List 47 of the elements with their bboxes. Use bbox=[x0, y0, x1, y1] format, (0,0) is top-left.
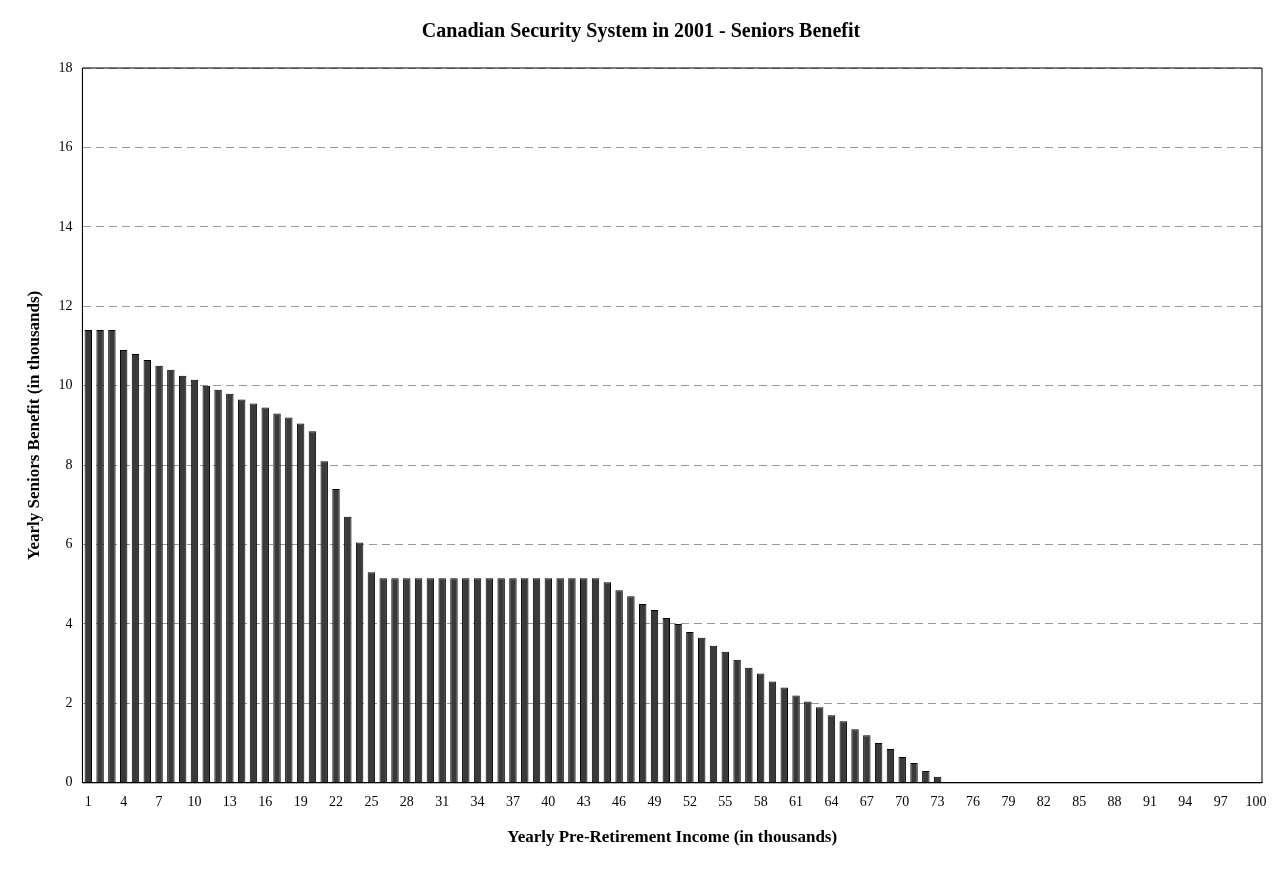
x-tick-label: 52 bbox=[682, 793, 697, 809]
x-tick-label: 4 bbox=[120, 793, 128, 809]
x-tick-label: 55 bbox=[718, 793, 733, 809]
x-tick-label: 28 bbox=[399, 793, 414, 809]
y-axis-title: Yearly Seniors Benefit (in thousands) bbox=[23, 290, 43, 560]
x-tick-label: 64 bbox=[824, 793, 839, 809]
x-tick-label: 43 bbox=[576, 793, 591, 809]
x-tick-label: 94 bbox=[1178, 793, 1193, 809]
x-tick-label: 19 bbox=[293, 793, 308, 809]
x-tick-label: 7 bbox=[155, 793, 163, 809]
x-tick-label: 67 bbox=[859, 793, 874, 809]
x-tick-label: 22 bbox=[329, 793, 344, 809]
y-tick-label: 18 bbox=[58, 59, 73, 75]
x-tick-label: 31 bbox=[435, 793, 450, 809]
y-tick-label: 8 bbox=[65, 456, 73, 472]
y-tick-label: 10 bbox=[58, 377, 73, 393]
x-tick-label: 25 bbox=[364, 793, 379, 809]
y-tick-label: 4 bbox=[65, 615, 73, 631]
x-tick-label: 73 bbox=[930, 793, 945, 809]
x-tick-label: 40 bbox=[541, 793, 556, 809]
x-axis-title: Yearly Pre-Retirement Income (in thousands) bbox=[507, 827, 838, 847]
x-tick-label: 79 bbox=[1001, 793, 1016, 809]
y-tick-label: 0 bbox=[65, 774, 73, 790]
x-tick-label: 49 bbox=[647, 793, 662, 809]
x-tick-label: 85 bbox=[1072, 793, 1087, 809]
x-tick-label: 58 bbox=[753, 793, 768, 809]
x-tick-label: 34 bbox=[470, 793, 485, 809]
x-tick-label: 46 bbox=[612, 793, 627, 809]
y-tick-label: 14 bbox=[58, 218, 73, 234]
x-tick-label: 100 bbox=[1245, 793, 1267, 809]
x-tick-label: 13 bbox=[222, 793, 237, 809]
x-tick-label: 37 bbox=[505, 793, 520, 809]
y-tick-label: 16 bbox=[58, 139, 73, 155]
y-tick-label: 6 bbox=[65, 536, 73, 552]
x-tick-label: 82 bbox=[1036, 793, 1051, 809]
x-tick-label: 88 bbox=[1107, 793, 1122, 809]
x-tick-label: 76 bbox=[966, 793, 980, 809]
x-tick-label: 61 bbox=[789, 793, 804, 809]
chart-title: Canadian Security System in 2001 - Seniors Benefit bbox=[421, 19, 861, 43]
x-tick-label: 91 bbox=[1142, 793, 1157, 809]
x-tick-label: 16 bbox=[258, 793, 273, 809]
x-tick-label: 10 bbox=[187, 793, 202, 809]
x-tick-label: 70 bbox=[895, 793, 910, 809]
y-tick-label: 2 bbox=[65, 695, 73, 711]
y-tick-label: 12 bbox=[58, 297, 73, 313]
x-tick-label: 1 bbox=[84, 793, 92, 809]
x-tick-label: 97 bbox=[1213, 793, 1228, 809]
